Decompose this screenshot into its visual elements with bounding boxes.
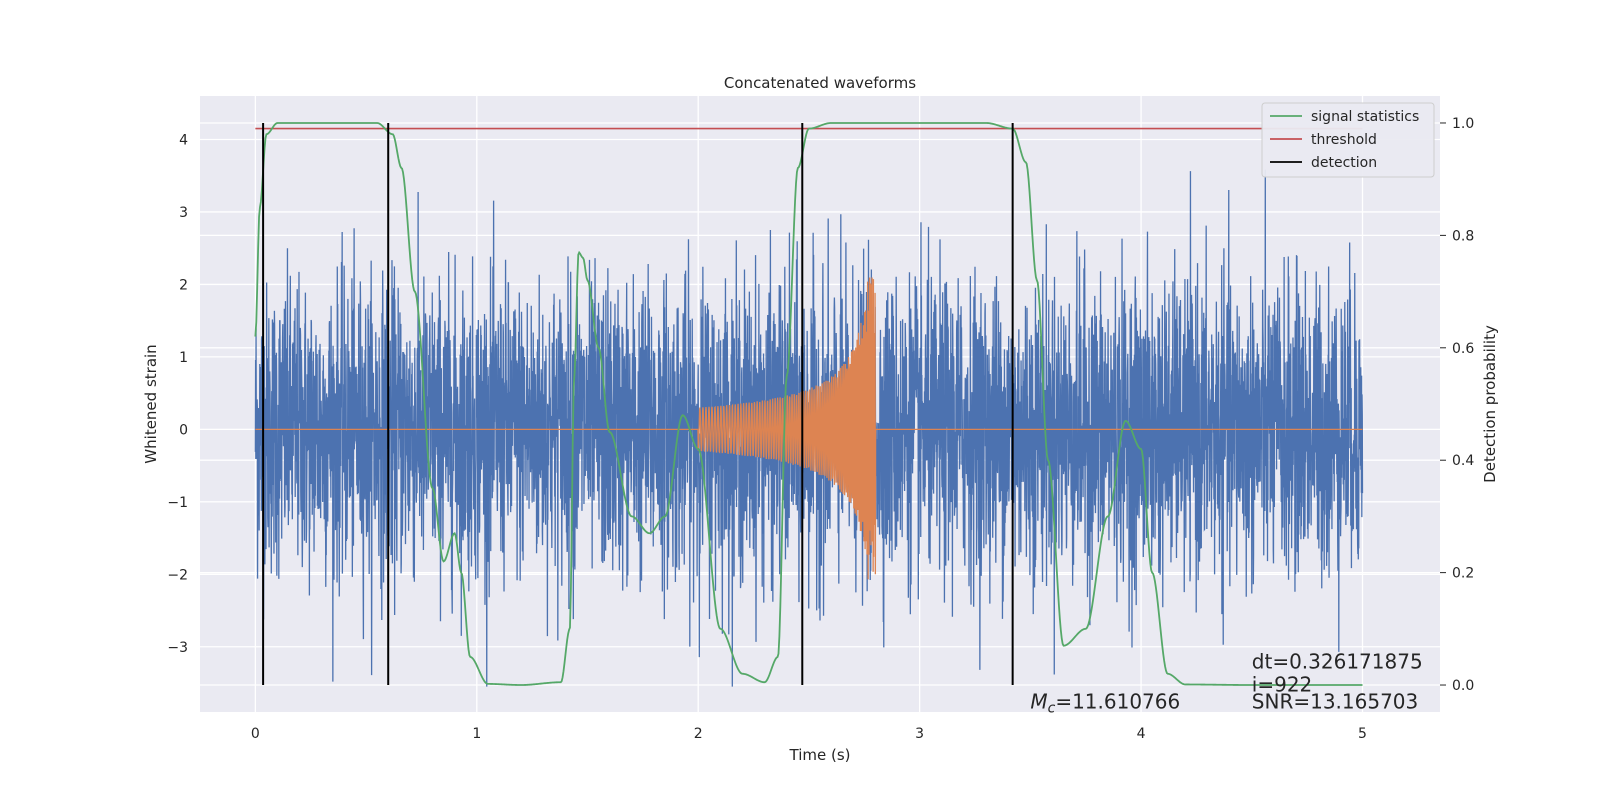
annotation-2: Mc=11.610766 xyxy=(1030,689,1180,716)
chart-title: Concatenated waveforms xyxy=(724,74,916,92)
signal-statistics-line xyxy=(254,122,1363,686)
y2-tick-label-5: 1.0 xyxy=(1452,116,1474,132)
y-tick-label-0: −3 xyxy=(167,640,188,656)
x-tick-label-3: 3 xyxy=(915,726,924,742)
y-tick-label-3: 0 xyxy=(179,422,188,438)
annotation-0: dt=0.326171875 xyxy=(1252,650,1423,674)
x-tick-label-4: 4 xyxy=(1137,726,1146,742)
legend: signal statistics threshold detection xyxy=(1261,102,1435,178)
y-tick-label-1: −2 xyxy=(167,567,188,583)
y-tick-label-4: 1 xyxy=(179,350,188,366)
y-tick-label-2: −1 xyxy=(167,495,188,511)
legend-label-detection: detection xyxy=(1311,155,1377,171)
y2-tick-label-0: 0.0 xyxy=(1452,678,1474,694)
x-tick-label-5: 5 xyxy=(1358,726,1367,742)
y2-tick-label-3: 0.6 xyxy=(1452,341,1474,357)
y2-tick-label-2: 0.4 xyxy=(1452,453,1474,469)
x-tick-label-0: 0 xyxy=(251,726,260,742)
y2-tick-label-1: 0.2 xyxy=(1452,566,1474,582)
y-tick-label-6: 3 xyxy=(179,205,188,221)
y-tick-label-7: 4 xyxy=(179,132,188,148)
y-tick-label-5: 2 xyxy=(179,277,188,293)
legend-label-signal-statistics: signal statistics xyxy=(1311,109,1419,125)
legend-box xyxy=(1261,102,1435,178)
ticks: 0 1 2 3 4 5 −3 −2 −1 0 1 2 3 4 0.0 0.2 0.4 0.6 0.8 1.0 xyxy=(167,116,1474,742)
legend-label-threshold: threshold xyxy=(1311,132,1377,148)
annotations: dt=0.326171875 i=922 Mc=11.610766 SNR=13.1… xyxy=(1030,650,1422,717)
x-tick-label-2: 2 xyxy=(694,726,703,742)
y-axis-label: Whitened strain xyxy=(142,344,160,463)
y2-axis-label: Detection probability xyxy=(1481,325,1499,483)
y2-tick-label-4: 0.8 xyxy=(1452,228,1474,244)
annotation-1: i=922 xyxy=(1252,673,1313,697)
x-tick-label-1: 1 xyxy=(472,726,481,742)
annotation-3: SNR=13.165703 xyxy=(1252,689,1418,713)
x-axis-label: Time (s) xyxy=(789,746,851,764)
series-layer xyxy=(254,122,1364,687)
chirp-signal-line xyxy=(255,277,1363,580)
